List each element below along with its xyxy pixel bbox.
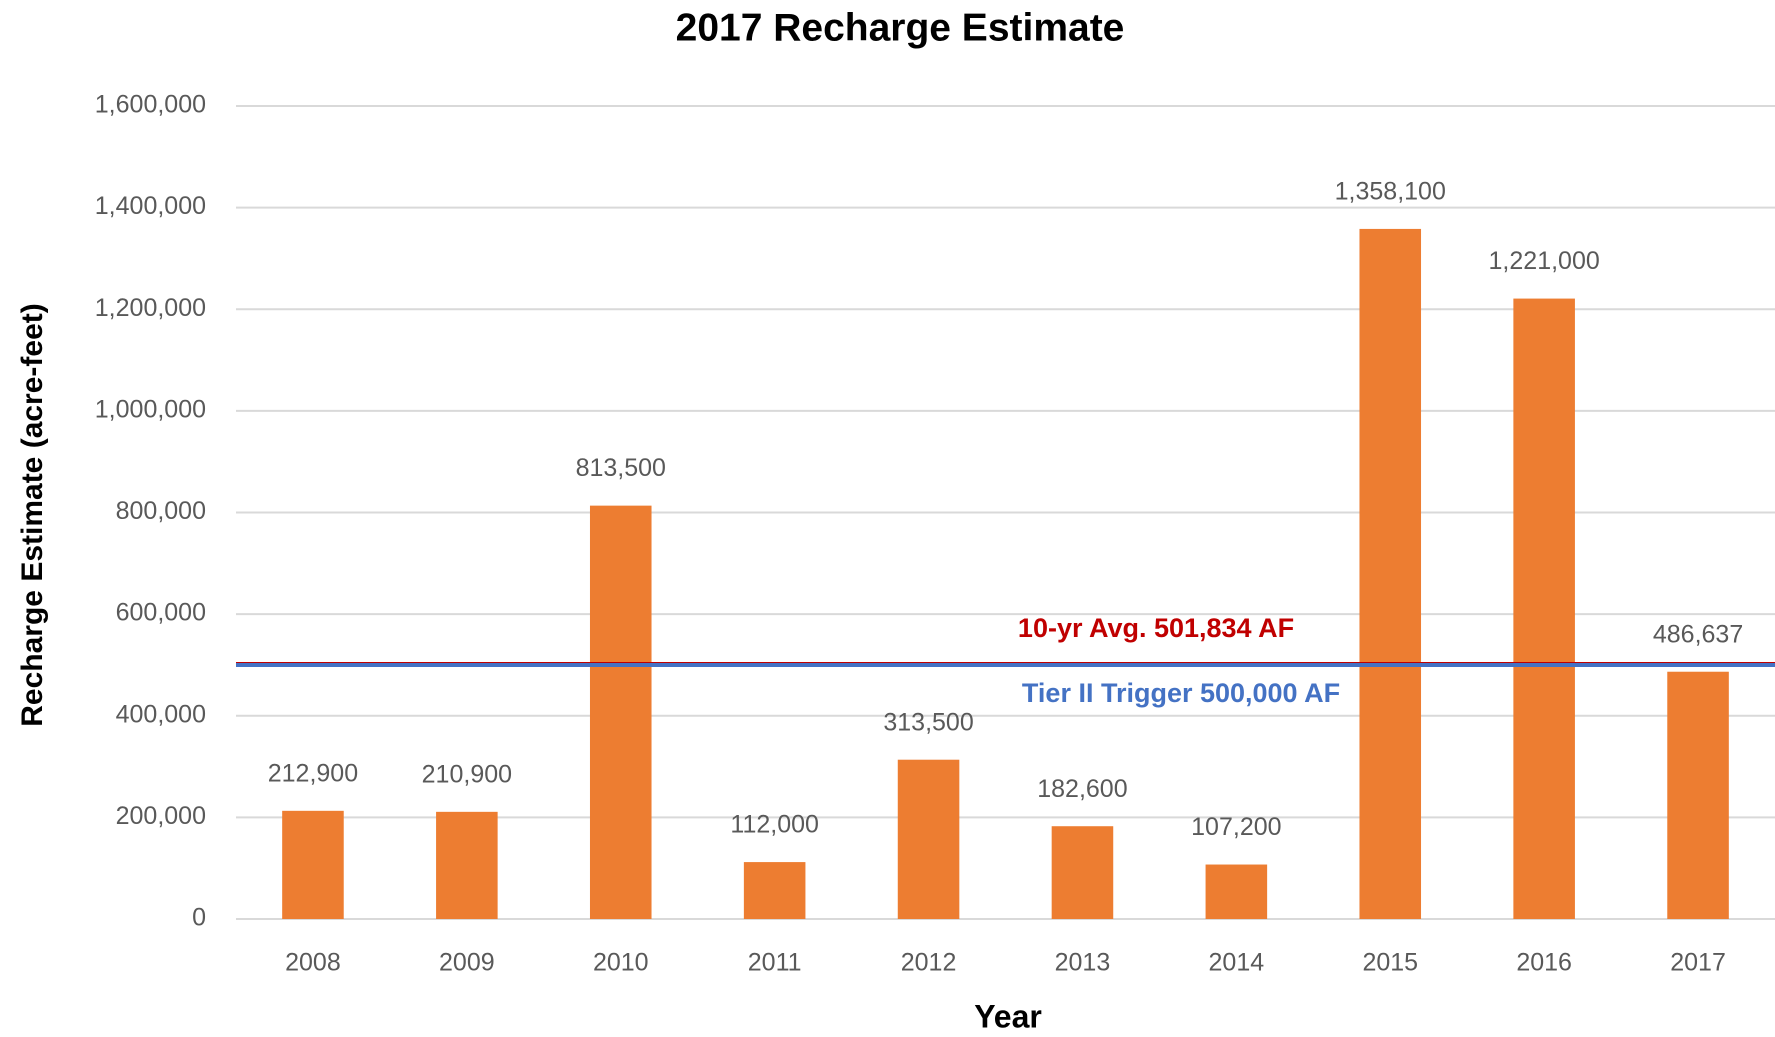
bar	[1051, 826, 1114, 919]
chart-title: 2017 Recharge Estimate	[676, 6, 1125, 49]
bar	[282, 810, 344, 919]
bar	[589, 505, 652, 919]
y-axis-title: Recharge Estimate (acre-feet)	[16, 303, 49, 727]
x-tick-label: 2012	[901, 949, 957, 977]
y-tick-label: 1,000,000	[95, 395, 206, 423]
bar	[743, 862, 806, 919]
bar	[1513, 298, 1575, 920]
bar	[1359, 228, 1422, 920]
y-tick-label: 1,400,000	[95, 192, 206, 220]
x-tick-label: 2009	[439, 949, 495, 977]
bar	[436, 811, 498, 919]
y-tick-label: 800,000	[116, 497, 206, 525]
x-tick-label: 2015	[1362, 949, 1418, 977]
y-tick-label: 200,000	[116, 802, 206, 830]
x-tick-label: 2017	[1670, 949, 1726, 977]
data-label: 212,900	[268, 759, 358, 787]
y-tick-label: 1,200,000	[95, 294, 206, 322]
data-label: 486,637	[1653, 620, 1743, 648]
y-tick-label: 1,600,000	[95, 91, 206, 119]
data-label: 313,500	[883, 708, 973, 736]
x-tick-label: 2008	[285, 949, 341, 977]
data-label: 107,200	[1191, 813, 1281, 841]
reference-label: 10-yr Avg. 501,834 AF	[1018, 613, 1294, 643]
data-label: 112,000	[730, 811, 819, 839]
data-label: 813,500	[576, 454, 666, 482]
bar	[897, 759, 960, 919]
x-tick-label: 2016	[1516, 949, 1572, 977]
data-label: 210,900	[422, 760, 512, 788]
data-label: 182,600	[1037, 775, 1127, 803]
bar	[1667, 671, 1729, 919]
data-label: 1,358,100	[1335, 178, 1446, 206]
data-label: 1,221,000	[1489, 247, 1600, 275]
bar	[1205, 864, 1268, 919]
x-tick-label: 2010	[593, 949, 649, 977]
x-tick-label: 2013	[1055, 949, 1111, 977]
y-tick-label: 600,000	[116, 599, 206, 627]
x-tick-label: 2011	[748, 949, 802, 977]
y-tick-label: 400,000	[116, 700, 206, 728]
x-tick-label: 2014	[1209, 949, 1265, 977]
x-axis-title: Year	[974, 998, 1042, 1034]
reference-label: Tier II Trigger 500,000 AF	[1022, 678, 1340, 708]
y-tick-label: 0	[192, 904, 206, 932]
